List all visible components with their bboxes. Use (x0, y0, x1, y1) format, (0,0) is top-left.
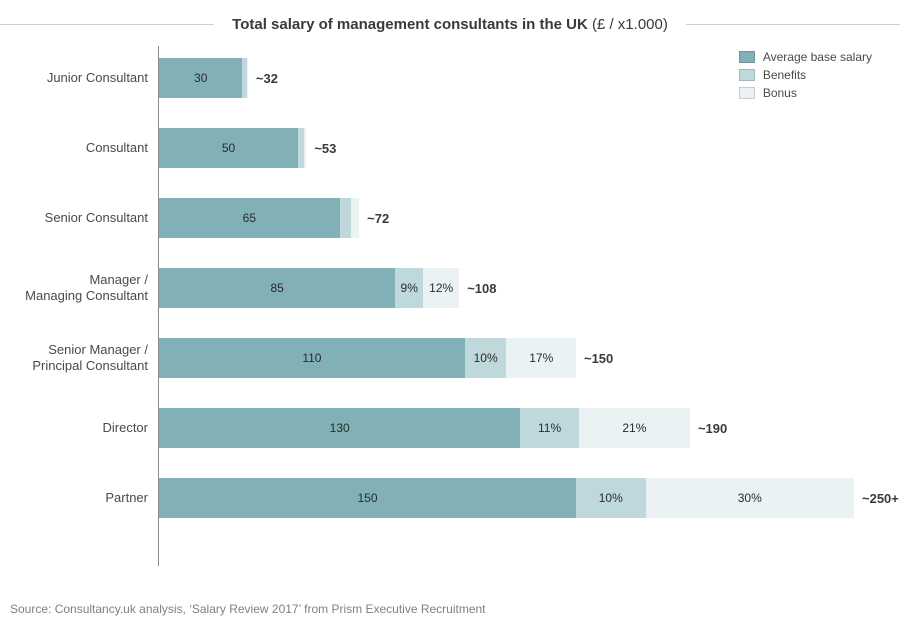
row-total: ~72 (367, 211, 389, 226)
segment-bonus-label: 30% (738, 491, 762, 505)
segment-base-label: 110 (302, 351, 321, 365)
segment-base: 150 (159, 478, 576, 518)
bar-row: Director 130 11% 21% ~190 (0, 404, 900, 452)
segment-bonus: 21% (579, 408, 690, 448)
segment-base: 30 (159, 58, 242, 98)
segment-bonus: 17% (506, 338, 576, 378)
chart-title-sub: (£ / x1.000) (592, 16, 668, 33)
segment-base-label: 65 (243, 211, 256, 225)
segment-base-label: 50 (222, 141, 235, 155)
segment-benefits-label: 10% (474, 351, 498, 365)
bar-wrap: 65 ~72 (159, 198, 389, 238)
bar-wrap: 30 ~32 (159, 58, 278, 98)
segment-base: 85 (159, 268, 395, 308)
bar-row: Junior Consultant 30 ~32 (0, 54, 900, 102)
segment-benefits-label: 9% (401, 281, 418, 295)
row-label: Senior Consultant (0, 210, 148, 226)
chart-title: Total salary of management consultants i… (214, 16, 686, 33)
bar-row: Partner 150 10% 30% ~250+ (0, 474, 900, 522)
bar-wrap: 85 9% 12% ~108 (159, 268, 497, 308)
source-text: Source: Consultancy.uk analysis, ‘Salary… (10, 602, 486, 616)
segment-benefits: 9% (395, 268, 423, 308)
row-label: Director (0, 420, 148, 436)
row-label: Junior Consultant (0, 70, 148, 86)
bar-wrap: 130 11% 21% ~190 (159, 408, 727, 448)
chart-area: Junior Consultant 30 ~32 Consultant 50 ~53 Sen… (0, 46, 900, 576)
segment-bonus-label: 17% (529, 351, 553, 365)
chart-title-row: Total salary of management consultants i… (0, 16, 900, 33)
bar-row: Senior Consultant 65 ~72 (0, 194, 900, 242)
row-total: ~53 (314, 141, 336, 156)
row-total: ~190 (698, 421, 727, 436)
title-rule-left (0, 24, 214, 25)
segment-bonus (304, 128, 307, 168)
row-total: ~32 (256, 71, 278, 86)
row-total: ~250+ (862, 491, 899, 506)
bar-row: Senior Manager /Principal Consultant1101… (0, 334, 900, 382)
row-label: Consultant (0, 140, 148, 156)
segment-base: 110 (159, 338, 465, 378)
segment-base: 130 (159, 408, 520, 448)
bar-row: Manager /Managing Consultant 85 9% 12% ~108 (0, 264, 900, 312)
segment-base: 50 (159, 128, 298, 168)
bar-wrap: 150 10% 30% ~250+ (159, 478, 899, 518)
segment-bonus-label: 21% (622, 421, 646, 435)
segment-bonus: 12% (423, 268, 459, 308)
row-label: Partner (0, 490, 148, 506)
segment-base: 65 (159, 198, 340, 238)
bar-wrap: 110 10% 17% ~150 (159, 338, 613, 378)
segment-bonus: 30% (646, 478, 855, 518)
chart-title-main: Total salary of management consultants i… (232, 16, 588, 33)
segment-benefits: 10% (465, 338, 507, 378)
segment-benefits: 11% (520, 408, 578, 448)
segment-benefits (340, 198, 351, 238)
bar-row: Consultant 50 ~53 (0, 124, 900, 172)
segment-base-label: 85 (270, 281, 283, 295)
row-total: ~108 (467, 281, 496, 296)
title-rule-right (686, 24, 900, 25)
segment-benefits: 10% (576, 478, 646, 518)
segment-base-label: 130 (330, 421, 350, 435)
segment-base-label: 30 (194, 71, 207, 85)
row-label: Senior Manager /Principal Consultant (0, 342, 148, 375)
row-label: Manager /Managing Consultant (0, 272, 148, 305)
segment-bonus (247, 58, 248, 98)
segment-bonus-label: 12% (429, 281, 453, 295)
segment-bonus (351, 198, 359, 238)
bar-wrap: 50 ~53 (159, 128, 336, 168)
row-total: ~150 (584, 351, 613, 366)
segment-benefits-label: 10% (599, 491, 623, 505)
segment-base-label: 150 (357, 491, 377, 505)
segment-benefits-label: 11% (538, 421, 561, 435)
